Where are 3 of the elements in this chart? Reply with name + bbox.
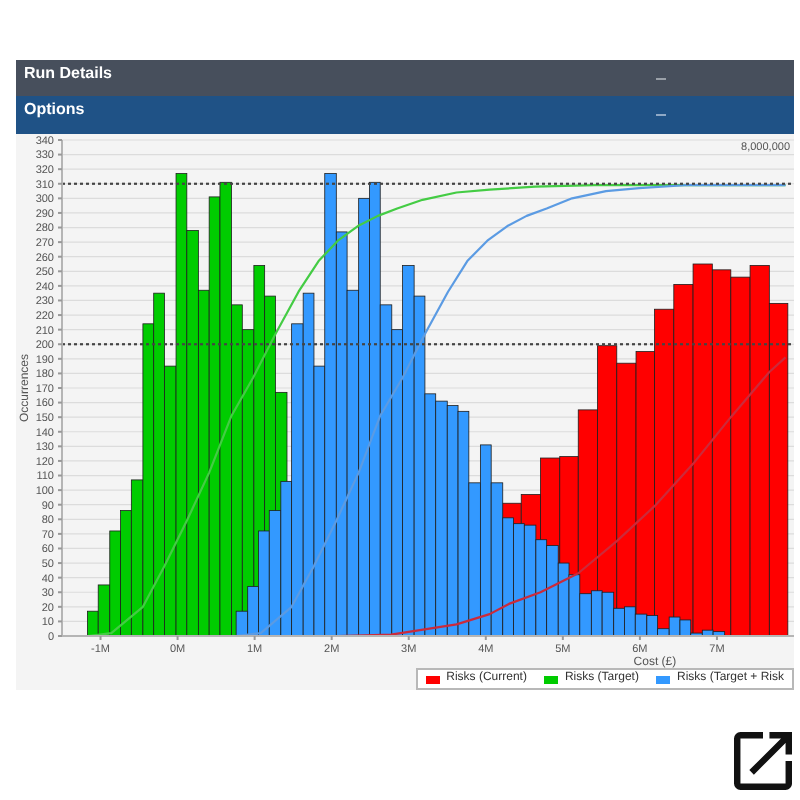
chart-subtitle: Options: [24, 100, 85, 120]
chart-title: Run Details: [24, 64, 113, 84]
line-series: [235, 184, 787, 636]
